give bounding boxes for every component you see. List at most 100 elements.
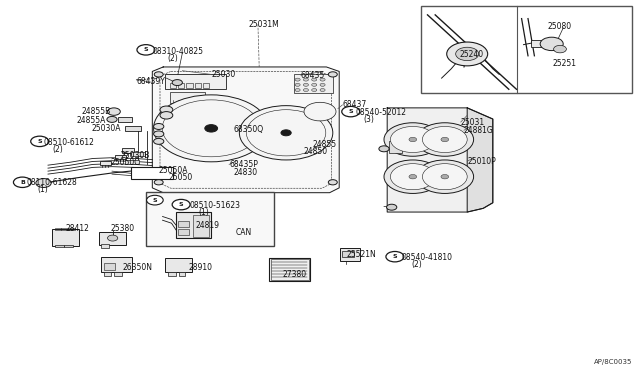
Circle shape [31, 136, 49, 147]
Bar [68, 228, 75, 230]
Bar [118, 117, 132, 122]
Text: (2): (2) [168, 54, 179, 63]
Text: 25380: 25380 [110, 224, 134, 233]
Circle shape [303, 89, 308, 92]
Circle shape [384, 160, 442, 193]
Circle shape [390, 126, 435, 153]
Text: 25030: 25030 [211, 70, 236, 79]
Circle shape [342, 106, 360, 117]
Bar [186, 83, 193, 88]
Text: 24855: 24855 [312, 140, 337, 149]
Text: 27380: 27380 [283, 270, 307, 279]
Text: 24855A: 24855A [77, 116, 106, 125]
Polygon shape [387, 108, 493, 212]
Text: 08540-52012: 08540-52012 [356, 108, 407, 117]
Text: S: S [392, 254, 397, 259]
Circle shape [312, 89, 317, 92]
Circle shape [386, 251, 404, 262]
Bar [421, 6, 632, 93]
Bar [125, 126, 141, 131]
Bar [195, 83, 201, 88]
Circle shape [160, 112, 173, 119]
Text: (2): (2) [412, 260, 422, 269]
Bar [64, 245, 73, 247]
Circle shape [137, 45, 155, 55]
Text: (1): (1) [37, 185, 48, 194]
Bar [131, 167, 173, 179]
Circle shape [147, 195, 163, 205]
Circle shape [154, 138, 164, 144]
Text: 08540-41810: 08540-41810 [402, 253, 453, 262]
Circle shape [172, 80, 182, 86]
Circle shape [154, 124, 164, 129]
Polygon shape [467, 108, 493, 212]
Circle shape [312, 78, 317, 81]
Text: 68439Y: 68439Y [136, 77, 165, 86]
Circle shape [36, 179, 51, 187]
Bar [294, 74, 333, 93]
Circle shape [320, 89, 325, 92]
Bar [101, 257, 132, 272]
Text: (1): (1) [198, 208, 209, 217]
Bar [531, 40, 547, 46]
Text: S: S [143, 47, 148, 52]
Text: 28412: 28412 [66, 224, 90, 233]
Bar [115, 155, 126, 159]
Bar [271, 259, 309, 280]
Text: 24850: 24850 [304, 147, 328, 156]
Bar [178, 229, 189, 235]
Circle shape [328, 72, 337, 77]
Text: 25030A: 25030A [92, 124, 121, 133]
Circle shape [441, 174, 449, 179]
Circle shape [154, 95, 269, 162]
Circle shape [320, 78, 325, 81]
Text: (2): (2) [52, 145, 63, 154]
Circle shape [416, 123, 474, 156]
Bar [55, 228, 61, 230]
Bar [193, 215, 209, 237]
Text: 68350Q: 68350Q [234, 125, 264, 134]
Bar [165, 258, 192, 272]
Bar [52, 229, 79, 246]
Circle shape [108, 235, 118, 241]
Text: 08110-61628: 08110-61628 [27, 178, 77, 187]
Text: 25251: 25251 [552, 59, 576, 68]
Bar [125, 160, 139, 164]
Bar [146, 192, 274, 246]
Circle shape [387, 204, 397, 210]
Bar [342, 251, 354, 257]
Circle shape [154, 72, 163, 77]
Bar [122, 148, 134, 153]
Text: B: B [20, 180, 25, 185]
Circle shape [154, 180, 163, 185]
Circle shape [456, 47, 479, 61]
Bar [99, 232, 126, 245]
Text: 25050: 25050 [168, 173, 193, 182]
Text: 28910: 28910 [189, 263, 212, 272]
Bar [170, 92, 205, 103]
Circle shape [303, 83, 308, 86]
Text: 68437: 68437 [342, 100, 367, 109]
Text: S: S [348, 109, 353, 114]
Bar [165, 74, 226, 89]
Text: 24819: 24819 [195, 221, 219, 230]
Bar [389, 141, 402, 153]
Text: 08310-40825: 08310-40825 [152, 47, 204, 56]
Text: 24881G: 24881G [464, 126, 493, 135]
Text: 25010P: 25010P [467, 157, 496, 166]
Bar [178, 83, 184, 88]
Bar [178, 221, 189, 227]
Circle shape [107, 116, 117, 122]
Circle shape [304, 102, 336, 121]
Circle shape [409, 137, 417, 142]
Text: 25031: 25031 [461, 118, 485, 127]
Text: 08510-51623: 08510-51623 [189, 201, 241, 210]
Text: 08510-61612: 08510-61612 [44, 138, 94, 147]
Circle shape [13, 177, 31, 187]
Circle shape [172, 199, 190, 210]
Bar [425, 139, 435, 144]
Text: 24830: 24830 [234, 168, 258, 177]
Circle shape [384, 123, 442, 156]
Bar [179, 272, 185, 276]
Text: 25240: 25240 [460, 50, 484, 59]
